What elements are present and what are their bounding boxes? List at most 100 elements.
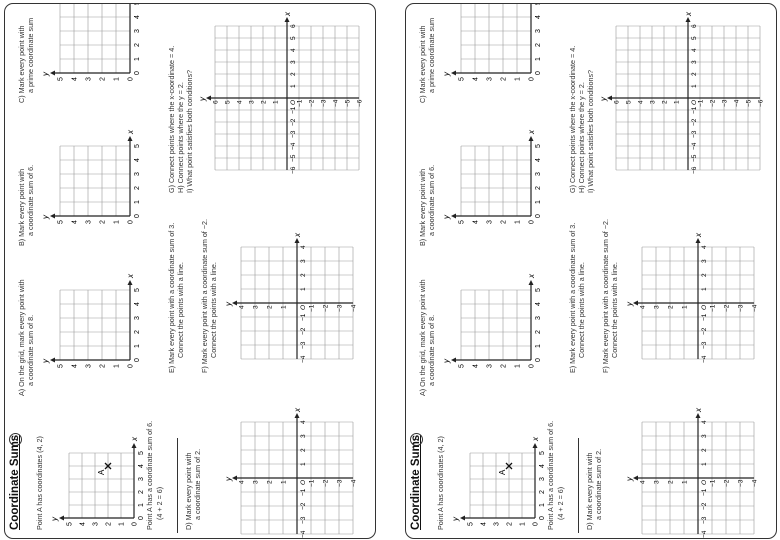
x-axis-arrow xyxy=(131,443,137,448)
x-tick-label: 4 xyxy=(535,158,542,162)
y-tick-label: −2 xyxy=(724,304,731,312)
x-tick-label: 1 xyxy=(701,462,708,466)
y-tick-label: 5 xyxy=(459,364,466,368)
x-tick-label: 1 xyxy=(535,344,542,348)
question-c: C) Mark every point with xyxy=(418,25,427,104)
y-axis-arrow xyxy=(206,95,211,101)
y-tick-label: −3 xyxy=(738,304,745,312)
y-tick-label: 2 xyxy=(261,100,268,104)
y-tick-label: 4 xyxy=(640,480,647,484)
level-badge: 1 xyxy=(410,433,423,446)
x-axis-label: x xyxy=(694,407,703,413)
y-tick-label: 2 xyxy=(668,305,675,309)
y-tick-label: 1 xyxy=(682,305,689,309)
coordinate-grid-four-quadrant: x y O −6 −6 −5 −5 −4 −4 −3 −3 −2 −2 −1−1 1 1 2 2 3 3 4 4 5 5 6 6 xyxy=(199,11,364,174)
x-tick-label: 2 xyxy=(134,330,141,334)
x-axis-label: x xyxy=(531,436,540,442)
y-tick-label: −4 xyxy=(752,479,759,487)
x-tick-label: 2 xyxy=(701,448,708,452)
section-divider xyxy=(578,438,579,533)
y-tick-label: 5 xyxy=(225,100,232,104)
intro-note-calc: (4 + 2 = 6) xyxy=(556,486,565,520)
origin-label: O xyxy=(300,480,307,485)
x-axis-arrow xyxy=(685,17,691,22)
question-f-detail: Connect the points with a line. xyxy=(209,262,218,358)
question-d: D) Mark every point with xyxy=(585,452,594,531)
y-tick-label: 3 xyxy=(654,480,661,484)
y-tick-label: 0 xyxy=(128,77,135,81)
x-axis-arrow xyxy=(284,17,290,22)
x-tick-label: −1 xyxy=(290,106,297,114)
x-tick-label: 3 xyxy=(535,172,542,176)
y-tick-label: −4 xyxy=(333,99,340,107)
x-tick-label: 5 xyxy=(535,144,542,148)
y-tick-label: 0 xyxy=(128,364,135,368)
coordinate-grid-four-quadrant: x y O −4 −4 −3 −3 −2 −2 −1−1 1 1 2 2 3 3 4 4 xyxy=(225,232,358,363)
coordinate-grid-quadrant: x y 0 0 1 1 2 2 3 3 4 4 5 5 A xyxy=(451,436,546,526)
question-c: C) Mark every point with xyxy=(17,25,26,104)
y-tick-label: 3 xyxy=(650,100,657,104)
y-tick-label: 0 xyxy=(533,522,540,526)
y-axis-arrow xyxy=(50,213,55,219)
x-axis-label: x xyxy=(694,232,703,238)
y-tick-label: −3 xyxy=(321,99,328,107)
y-tick-label: 1 xyxy=(119,522,126,526)
x-tick-label: 0 xyxy=(535,214,542,218)
y-axis-label: y xyxy=(225,476,233,482)
x-tick-label: 2 xyxy=(691,72,698,76)
x-tick-label: −3 xyxy=(290,130,297,138)
x-tick-label: 3 xyxy=(290,60,297,64)
question-i: I) What point satisfies both conditions? xyxy=(185,69,194,193)
y-tick-label: 5 xyxy=(58,364,65,368)
y-axis-arrow xyxy=(633,475,638,481)
x-tick-label: 1 xyxy=(539,503,546,507)
x-tick-label: −2 xyxy=(290,118,297,126)
y-axis-arrow xyxy=(451,357,456,363)
x-tick-label: 0 xyxy=(134,358,141,362)
x-tick-label: 0 xyxy=(535,71,542,75)
question-h: H) Connect points where the y = 2. xyxy=(176,82,185,193)
x-tick-label: −3 xyxy=(300,341,307,349)
x-tick-label: −1 xyxy=(701,313,708,321)
y-axis-arrow xyxy=(451,70,456,76)
question-b: B) Mark every point with xyxy=(418,168,427,246)
x-tick-label: −1 xyxy=(300,313,307,321)
y-tick-label: 6 xyxy=(614,100,621,104)
x-tick-label: 5 xyxy=(535,288,542,292)
y-tick-label: −4 xyxy=(752,304,759,312)
y-tick-label: 1 xyxy=(114,220,121,224)
y-tick-label: 4 xyxy=(239,480,246,484)
y-axis-arrow xyxy=(633,300,638,306)
x-tick-label: 6 xyxy=(290,24,297,28)
y-tick-label: 2 xyxy=(106,522,113,526)
x-tick-label: 3 xyxy=(691,60,698,64)
y-tick-label: 4 xyxy=(80,522,87,526)
question-a: A) On the grid, mark every point with xyxy=(17,279,26,396)
y-tick-label: 2 xyxy=(507,522,514,526)
question-e-detail: Connect the points with a line. xyxy=(176,262,185,358)
y-tick-label: 2 xyxy=(267,305,274,309)
question-a-detail: a coordinate sum of 8. xyxy=(26,314,35,386)
y-tick-label: 3 xyxy=(86,77,93,81)
x-axis-label: x xyxy=(126,273,135,279)
x-tick-label: 5 xyxy=(535,3,542,5)
y-tick-label: 5 xyxy=(468,522,475,526)
y-tick-label: 2 xyxy=(100,220,107,224)
worksheet-content: Coordinate Sums 1 Point A has coordinate… xyxy=(406,4,776,538)
y-tick-label: 5 xyxy=(58,220,65,224)
x-axis-label: x xyxy=(527,129,536,135)
question-g: G) Connect points where the x-coordinate… xyxy=(167,45,176,193)
x-tick-label: 0 xyxy=(539,516,546,520)
y-tick-label: 5 xyxy=(459,220,466,224)
x-tick-label: −4 xyxy=(701,355,708,363)
x-tick-label: 0 xyxy=(535,358,542,362)
y-tick-label: −1 xyxy=(698,99,705,107)
x-tick-label: −4 xyxy=(691,142,698,150)
origin-label: O xyxy=(701,480,708,485)
x-axis-label: x xyxy=(293,407,302,413)
y-tick-label: 1 xyxy=(682,480,689,484)
origin-label: O xyxy=(691,100,698,105)
coordinate-grid-four-quadrant: x y O −4 −4 −3 −3 −2 −2 −1−1 1 1 2 2 3 3 4 4 xyxy=(225,407,358,538)
x-tick-label: −2 xyxy=(701,502,708,510)
x-tick-label: 3 xyxy=(300,434,307,438)
